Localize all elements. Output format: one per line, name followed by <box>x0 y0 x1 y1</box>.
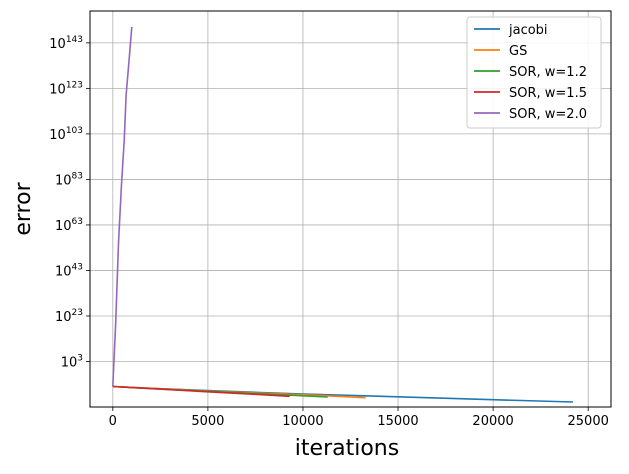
legend-label: SOR, w=1.5 <box>509 86 587 101</box>
legend-label: jacobi <box>508 23 548 38</box>
x-tick-label: 20000 <box>472 414 513 429</box>
y-tick-label: 10123 <box>49 80 83 97</box>
x-axis-label: iterations <box>295 436 399 461</box>
series-lines <box>112 26 574 403</box>
x-tick-label: 5000 <box>191 414 224 429</box>
series-line-sor-w-1-5 <box>112 385 290 398</box>
grid <box>90 11 611 407</box>
y-tick-label: 1043 <box>55 262 83 279</box>
legend: jacobi GS SOR, w=1.2 SOR, w=1.5 SOR, w=2.0 <box>466 16 602 129</box>
y-tick-label: 1023 <box>55 308 83 325</box>
legend-label: GS <box>509 44 527 59</box>
y-tick-label: 10143 <box>49 35 83 52</box>
legend-box <box>466 16 602 129</box>
x-tick-label: 15000 <box>377 414 418 429</box>
plot-frame <box>89 10 612 408</box>
y-tick-label: 1063 <box>55 217 83 234</box>
legend-label: SOR, w=1.2 <box>509 65 587 80</box>
x-tick-label: 25000 <box>568 414 609 429</box>
x-tick-label: 0 <box>109 414 117 429</box>
series-line-sor-w-2-0 <box>112 26 133 387</box>
y-tick-label: 1083 <box>55 171 83 188</box>
x-tick-label: 10000 <box>282 414 323 429</box>
legend-label: SOR, w=2.0 <box>509 107 587 122</box>
x-axis-ticks: 0 5000 10000 15000 20000 25000 <box>109 407 609 429</box>
y-axis-label: error <box>11 181 36 235</box>
y-tick-label: 103 <box>61 353 83 370</box>
y-axis-ticks: 103 1023 1043 1063 1083 10103 10123 10143 <box>49 35 90 370</box>
y-tick-label: 10103 <box>49 126 83 143</box>
